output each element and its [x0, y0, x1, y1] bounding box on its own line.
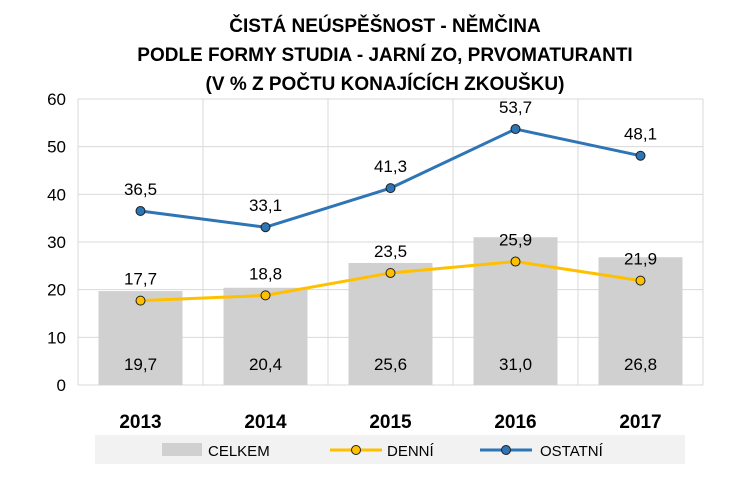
data-point [635, 275, 646, 286]
y-tick-label: 0 [57, 376, 66, 395]
point-data-label: 41,3 [374, 157, 407, 176]
point-data-label: 36,5 [124, 180, 157, 199]
x-tick-label: 2017 [619, 412, 661, 433]
legend-swatch-1 [162, 443, 202, 456]
y-tick-label: 50 [47, 138, 66, 157]
bar-data-label: 26,8 [624, 355, 657, 374]
x-tick-label: 2013 [119, 412, 161, 433]
data-point [510, 256, 521, 267]
y-tick-label: 40 [47, 185, 66, 204]
bar-series: 19,7 20,4 25,6 31,0 26,8 [98, 237, 683, 385]
y-tick-label: 20 [47, 281, 66, 300]
chart-title-line-2: PODLE FORMY STUDIA - JARNÍ ZO, PRVOMATUR… [137, 44, 632, 66]
y-tick-label: 10 [47, 328, 66, 347]
bar-data-label: 25,6 [374, 355, 407, 374]
legend-label-2: DENNÍ [387, 443, 435, 460]
chart-title: ČISTÁ NEÚSPĚŠNOST - NĚMČINA PODLE FORMY … [137, 15, 632, 95]
x-tick-label: 2016 [494, 412, 536, 433]
series-line [140, 127, 641, 229]
data-point [260, 222, 271, 233]
point-data-label: 33,1 [249, 196, 282, 215]
legend-marker-2 [351, 445, 361, 455]
point-data-label: 53,7 [499, 98, 532, 117]
axis: 0 10 20 30 40 50 60 2013 2014 2015 2016 2017 [47, 90, 662, 433]
data-point [635, 150, 646, 161]
chart-title-line-1: ČISTÁ NEÚSPĚŠNOST - NĚMČINA [229, 15, 541, 37]
point-data-label: 25,9 [499, 231, 532, 250]
line-series: 17,7 18,8 23,5 25,9 21,9 36,5 33,1 41,3 53,7 48,1 [124, 98, 657, 306]
bar [98, 291, 183, 385]
point-data-label: 21,9 [624, 250, 657, 269]
data-point [135, 295, 146, 306]
point-data-label: 18,8 [249, 264, 282, 283]
x-tick-label: 2015 [369, 412, 412, 433]
legend-marker-3 [501, 445, 511, 455]
legend: CELKEM DENNÍ OSTATNÍ [95, 435, 685, 464]
data-point [260, 290, 271, 301]
data-point [510, 124, 521, 135]
chart-title-line-3: (V % Z POČTU KONAJÍCÍCH ZKOUŠKU) [206, 73, 565, 95]
y-tick-label: 60 [47, 90, 66, 109]
point-data-label: 48,1 [624, 125, 657, 144]
bar [348, 262, 433, 385]
legend-label-1: CELKEM [208, 443, 270, 460]
x-tick-label: 2014 [244, 412, 287, 433]
point-data-label: 23,5 [374, 242, 407, 261]
data-point [135, 206, 146, 217]
point-data-label: 17,7 [124, 270, 157, 289]
data-point [385, 267, 396, 278]
bar-data-label: 31,0 [499, 355, 532, 374]
bar-data-label: 19,7 [124, 355, 157, 374]
bar [223, 287, 308, 385]
data-point [385, 183, 396, 194]
bar-data-label: 20,4 [249, 355, 282, 374]
legend-label-3: OSTATNÍ [540, 443, 604, 460]
y-tick-label: 30 [47, 233, 66, 252]
